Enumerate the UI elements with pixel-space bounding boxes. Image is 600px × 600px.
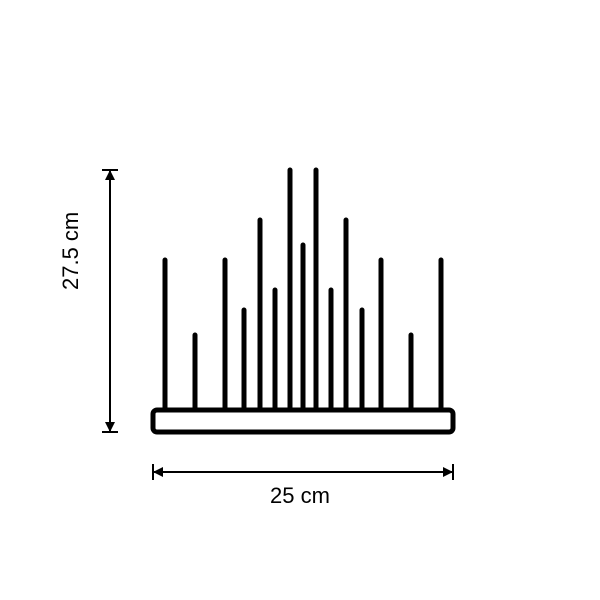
diagram-stage: 27.5 cm 25 cm [0,0,600,600]
vertical-dimension-label: 27.5 cm [58,212,84,290]
base-rect [153,410,453,432]
dimension-drawing-svg [0,0,600,600]
horizontal-dimension-label: 25 cm [270,483,330,509]
